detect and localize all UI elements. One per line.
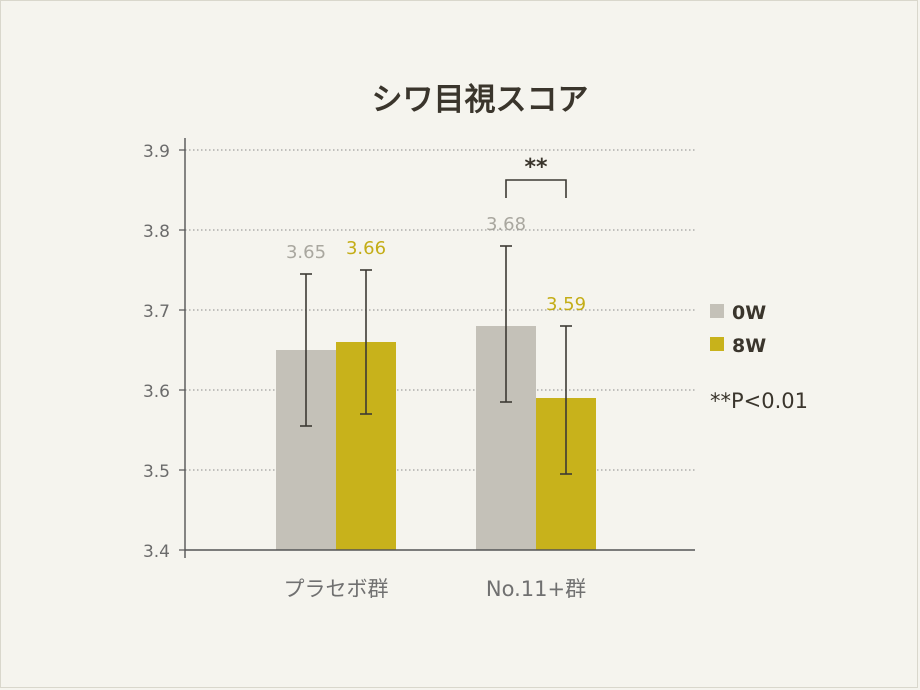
x-category-labels: プラセボ群 No.11+群 bbox=[284, 577, 587, 601]
y-tick-label-3.9: 3.9 bbox=[143, 142, 170, 162]
y-tick-label-3.8: 3.8 bbox=[143, 222, 170, 242]
data-label-8w-0: 3.66 bbox=[346, 238, 386, 259]
error-bars bbox=[300, 245, 572, 475]
category-label-0: プラセボ群 bbox=[284, 577, 389, 601]
significance-bracket-line bbox=[505, 179, 567, 198]
legend-swatch-0w bbox=[710, 304, 724, 318]
y-tick-label-3.5: 3.5 bbox=[143, 462, 170, 482]
data-label-8w-1: 3.59 bbox=[546, 294, 586, 315]
y-tick-label-3.6: 3.6 bbox=[143, 382, 170, 402]
y-tick-label-3.7: 3.7 bbox=[143, 302, 170, 322]
legend-label-8w: 8W bbox=[732, 335, 766, 357]
legend-swatch-8w bbox=[710, 337, 724, 351]
legend: 0W 8W bbox=[710, 302, 766, 357]
legend-label-0w: 0W bbox=[732, 302, 766, 324]
y-axis bbox=[184, 138, 695, 558]
y-tick-label-3.4: 3.4 bbox=[143, 542, 170, 562]
significance-marker: ** bbox=[524, 155, 548, 180]
data-labels: 3.65 3.68 3.66 3.59 bbox=[286, 214, 586, 315]
data-label-0w-0: 3.65 bbox=[286, 242, 326, 263]
chart-title: シワ目視スコア bbox=[372, 82, 589, 118]
significance-bracket: ** bbox=[505, 155, 567, 198]
bars bbox=[276, 326, 596, 550]
category-label-1: No.11+群 bbox=[486, 577, 586, 601]
data-label-0w-1: 3.68 bbox=[486, 214, 526, 235]
grid-lines bbox=[185, 149, 695, 471]
significance-note: **P<0.01 bbox=[710, 389, 808, 413]
y-tick-labels: 3.4 3.5 3.6 3.7 3.8 3.9 bbox=[143, 142, 185, 562]
